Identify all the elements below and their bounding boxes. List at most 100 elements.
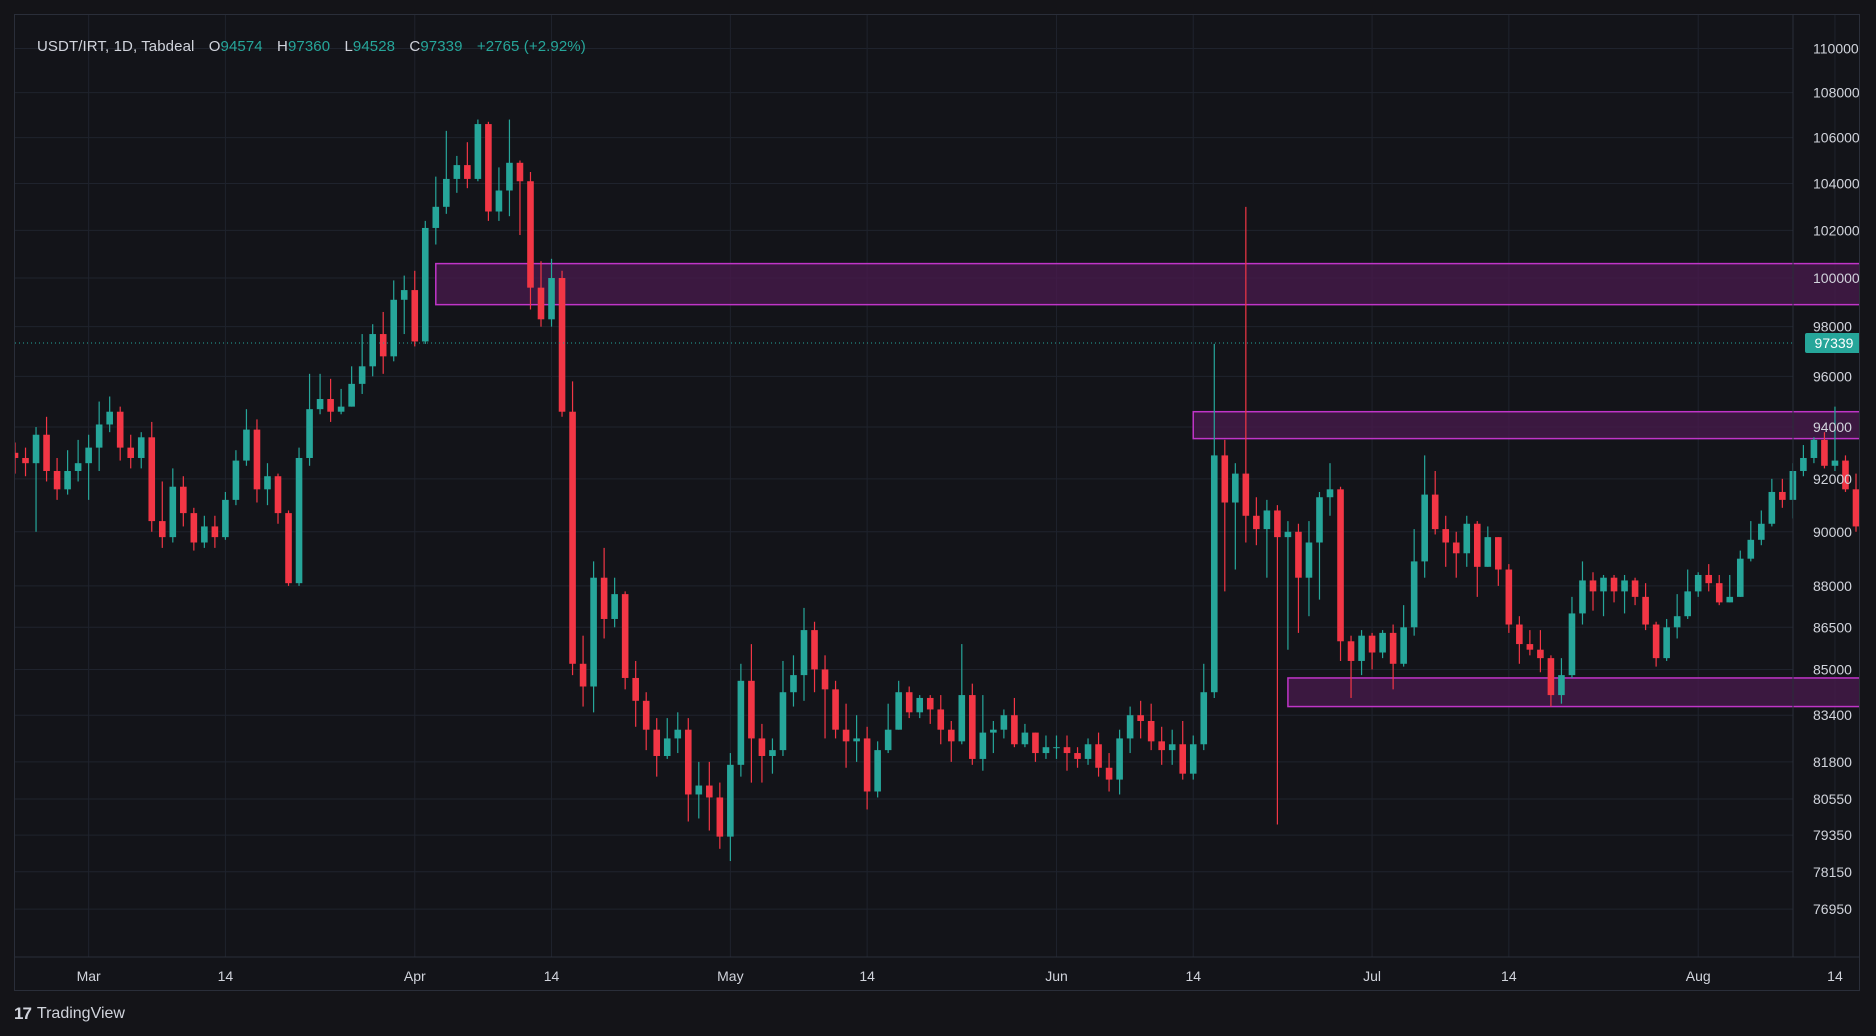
candle-body (1589, 580, 1597, 592)
candle-body (1179, 744, 1187, 774)
candle-body (1715, 583, 1723, 603)
candle-body (1705, 574, 1713, 584)
candle-body (716, 797, 724, 837)
candle-body (474, 124, 482, 179)
candle-body (1126, 715, 1134, 739)
chart-frame: 97339 110000 108000 106000 104000 102000 1000… (14, 14, 1860, 991)
candle-body (990, 729, 997, 733)
y-tick-label: 110000 (1813, 40, 1859, 56)
candle-body (432, 206, 440, 228)
candle-body (169, 486, 177, 538)
candle-body (127, 447, 135, 458)
candle-body (137, 437, 145, 458)
candle-body (180, 486, 187, 514)
candle-body (926, 697, 934, 710)
candle-body (1000, 715, 1008, 730)
candle-body (1736, 558, 1744, 597)
candle-body (453, 165, 461, 179)
candle-body (1421, 494, 1428, 562)
candle-body (1684, 591, 1691, 617)
candle-body (758, 738, 766, 756)
brand-name: TradingView (36, 1005, 125, 1022)
candle-body (1305, 542, 1313, 578)
ohlc-high-label: H (277, 38, 288, 55)
candle-body (1295, 531, 1302, 578)
candle-body (1116, 738, 1123, 780)
candle-body (1473, 523, 1481, 567)
candle-body (1779, 491, 1786, 500)
candle-body (1389, 632, 1397, 664)
candle-body (1768, 491, 1776, 524)
candle-body (1189, 744, 1197, 774)
candle-body (1852, 489, 1859, 527)
candle-body (64, 470, 71, 490)
tradingview-logo-icon: 17 (14, 1004, 32, 1023)
candle-body (1147, 720, 1155, 742)
y-tick-label: 88000 (1813, 578, 1852, 594)
candle-body (1137, 715, 1144, 721)
candle-body (443, 178, 450, 207)
candle-body (558, 278, 566, 412)
candle-body (337, 406, 345, 412)
x-tick-label: Jul (1363, 968, 1381, 984)
zone-layer[interactable] (435, 262, 1859, 708)
symbol-info-header[interactable]: USDT/IRT, 1D, Tabdeal O94574 H97360 L945… (37, 38, 586, 55)
candle-body (243, 429, 250, 461)
candle-body (579, 663, 587, 687)
candle-body (1379, 632, 1386, 653)
candle-body (737, 680, 745, 765)
candle-body (201, 526, 208, 543)
candle-body (1463, 523, 1471, 554)
candle-body (1410, 561, 1418, 628)
candle-body (485, 124, 492, 212)
candle-body (853, 738, 860, 742)
supply-demand-zone[interactable] (435, 262, 1859, 306)
candle-body (937, 709, 945, 730)
supply-demand-zone[interactable] (1192, 410, 1859, 440)
candle-body (1063, 747, 1071, 754)
candle-body (1274, 510, 1281, 538)
y-tick-label: 80550 (1813, 791, 1852, 807)
candle-body (295, 457, 303, 584)
candle-body (211, 526, 219, 538)
candle-layer (15, 119, 1859, 862)
candle-body (1621, 580, 1628, 592)
candle-body (811, 630, 818, 670)
y-tick-label: 100000 (1813, 270, 1859, 286)
candle-body (148, 437, 156, 522)
brand-footer[interactable]: 17 TradingView (14, 1004, 125, 1024)
candle-body (895, 692, 902, 730)
candle-body (1084, 744, 1092, 759)
candle-body (1158, 741, 1165, 751)
candle-body (327, 399, 334, 412)
x-tick-label: Jun (1045, 968, 1068, 984)
candle-body (32, 434, 40, 464)
candle-body (958, 695, 966, 742)
x-tick-label: Aug (1686, 968, 1711, 984)
candle-body (632, 677, 639, 701)
candle-body (916, 697, 924, 713)
candle-body (95, 424, 103, 448)
candle-body (1842, 460, 1849, 490)
y-tick-label: 79350 (1813, 827, 1852, 843)
candle-body (1505, 569, 1513, 625)
candle-body (1642, 596, 1649, 625)
supply-demand-zone[interactable] (1287, 677, 1859, 708)
candle-body (1263, 510, 1271, 530)
y-tick-label: 96000 (1813, 368, 1852, 384)
chart-svg[interactable]: 97339 110000 108000 106000 104000 102000 1000… (15, 15, 1859, 990)
candle-body (642, 700, 650, 730)
y-tick-label: 92000 (1813, 471, 1852, 487)
candle-body (527, 181, 534, 288)
candle-body (590, 577, 597, 687)
ohlc-high-value: 97360 (287, 38, 331, 55)
candle-body (15, 452, 19, 458)
candle-body (85, 447, 92, 464)
axis-layer: 110000 108000 106000 104000 102000 100000 9800… (15, 15, 1859, 984)
candle-body (611, 594, 618, 619)
candle-body (1431, 494, 1439, 530)
candle-body (1168, 744, 1176, 751)
symbol-title[interactable]: USDT/IRT, 1D, Tabdeal (37, 38, 195, 55)
candle-body (1600, 577, 1607, 592)
candle-body (979, 732, 987, 759)
